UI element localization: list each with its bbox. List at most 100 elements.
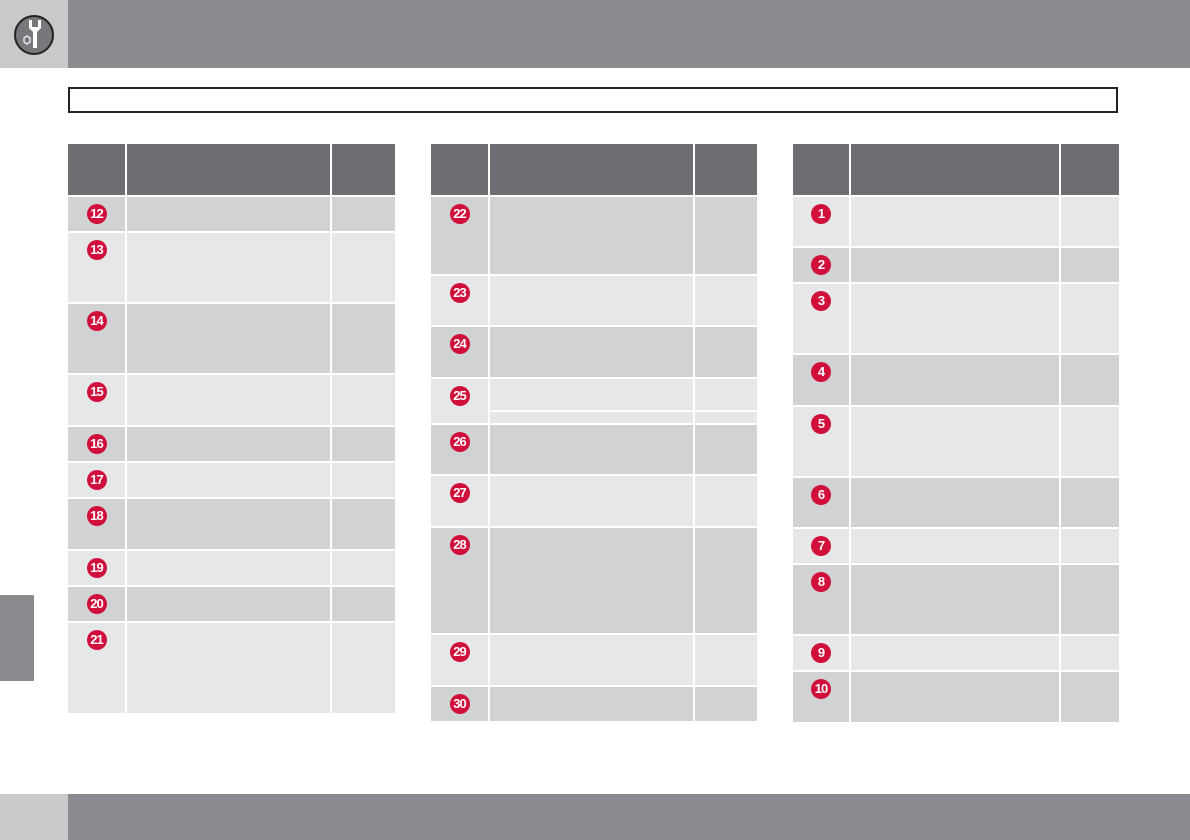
table-cell [127, 623, 330, 713]
table-row-number-cell: 30 [431, 687, 488, 721]
table-cell [1061, 407, 1119, 476]
number-badge: 19 [86, 558, 107, 578]
table-cell [127, 587, 330, 621]
number-badge: 1 [811, 204, 831, 224]
table-row-number-cell: 19 [68, 551, 125, 585]
number-badge: 13 [86, 240, 107, 260]
table-cell [851, 529, 1059, 563]
number-badge: 30 [449, 694, 470, 714]
table-cell [332, 427, 395, 461]
table-header-cell [332, 144, 395, 195]
header-bar [68, 0, 1190, 68]
number-badge: 25 [449, 386, 470, 406]
table-header-cell [431, 144, 488, 195]
table-cell [332, 623, 395, 713]
table-row-number-cell: 23 [431, 276, 488, 325]
table-cell [851, 672, 1059, 722]
table-cell [127, 499, 330, 549]
chapter-tab [0, 595, 34, 681]
table-row-number-cell: 2 [793, 248, 849, 282]
number-badge: 28 [449, 535, 470, 555]
table-header-cell [1061, 144, 1119, 195]
table-row-number-cell: 5 [793, 407, 849, 476]
table-row-number-cell: 29 [431, 635, 488, 685]
page-number-area [0, 794, 68, 840]
table-row-number-cell: 4 [793, 355, 849, 405]
table-cell [490, 687, 693, 721]
table-cell [1061, 672, 1119, 722]
table-cell [851, 284, 1059, 353]
table-row-number-cell: 12 [68, 197, 125, 231]
number-badge: 6 [811, 485, 831, 505]
table-cell [490, 379, 693, 410]
table-row-number-cell: 1 [793, 197, 849, 246]
table-header-cell [851, 144, 1059, 195]
table-cell [490, 425, 693, 474]
number-badge: 15 [86, 382, 107, 402]
table-cell [490, 327, 693, 377]
table-header-cell [695, 144, 757, 195]
table-cell [1061, 284, 1119, 353]
number-badge: 16 [86, 434, 107, 454]
number-badge: 20 [86, 594, 107, 614]
number-badge: 7 [811, 536, 831, 556]
number-badge: 14 [86, 311, 107, 331]
table-row-number-cell: 22 [431, 197, 488, 274]
table-row-number-cell: 27 [431, 476, 488, 526]
table-cell [851, 407, 1059, 476]
table-cell [851, 478, 1059, 527]
number-badge: 3 [811, 291, 831, 311]
table-row-number-cell: 21 [68, 623, 125, 713]
table-row-number-cell: 7 [793, 529, 849, 563]
number-badge: 22 [449, 204, 470, 224]
table-header-cell [127, 144, 330, 195]
number-badge: 24 [449, 334, 470, 354]
table-cell [851, 565, 1059, 634]
number-badge: 18 [86, 506, 107, 526]
table-cell [127, 551, 330, 585]
number-badge: 27 [449, 483, 470, 503]
footer-bar [68, 794, 1190, 840]
number-badge: 17 [86, 470, 107, 490]
table-row-number-cell: 28 [431, 528, 488, 633]
table-cell [1061, 355, 1119, 405]
table-row-number-cell: 24 [431, 327, 488, 377]
table-cell [332, 304, 395, 373]
table-cell [332, 499, 395, 549]
table-cell [1061, 529, 1119, 563]
table-row-number-cell: 14 [68, 304, 125, 373]
table-row-number-cell: 17 [68, 463, 125, 497]
table-row-number-cell: 8 [793, 565, 849, 634]
number-badge: 23 [449, 283, 470, 303]
table-cell [490, 528, 693, 633]
table-cell [1061, 197, 1119, 246]
table-cell [851, 355, 1059, 405]
number-badge: 21 [86, 630, 107, 650]
table-cell [127, 233, 330, 302]
table-cell [695, 528, 757, 633]
wrench-nut-icon [14, 15, 54, 55]
table-header-cell [68, 144, 125, 195]
table-cell [332, 233, 395, 302]
table-cell [695, 412, 757, 423]
number-badge: 12 [86, 204, 107, 224]
table-header-cell [793, 144, 849, 195]
table-row-number-cell: 9 [793, 636, 849, 670]
number-badge: 4 [811, 362, 831, 382]
table-cell [695, 197, 757, 274]
table-cell [851, 636, 1059, 670]
number-badge: 5 [811, 414, 831, 434]
table-cell [1061, 565, 1119, 634]
number-badge: 8 [811, 572, 831, 592]
table-cell [490, 276, 693, 325]
table-row-number-cell: 26 [431, 425, 488, 474]
table-cell [127, 375, 330, 425]
table-cell [490, 412, 693, 423]
title-box [68, 87, 1118, 113]
table-row-number-cell: 20 [68, 587, 125, 621]
table-cell [127, 427, 330, 461]
table-cell [332, 197, 395, 231]
table-cell [1061, 478, 1119, 527]
table-cell [127, 197, 330, 231]
table-row-number-cell: 15 [68, 375, 125, 425]
